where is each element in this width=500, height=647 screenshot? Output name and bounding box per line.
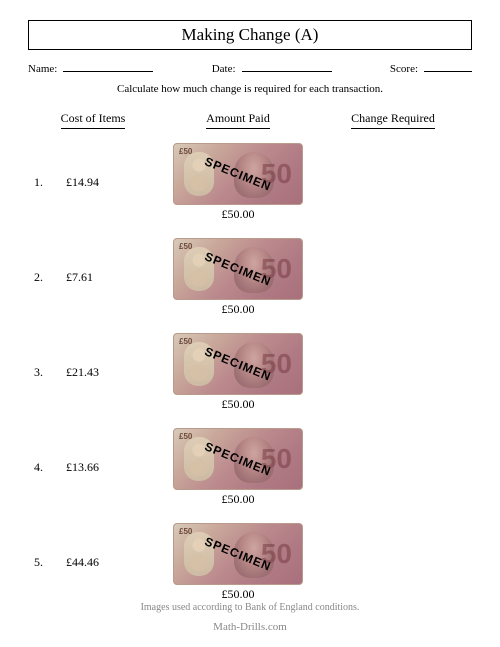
worksheet-row: 2. £7.61 50SPECIMEN £50.00 <box>28 238 472 317</box>
row-number: 3. <box>34 365 48 380</box>
paid-cell: 50SPECIMEN £50.00 <box>158 333 318 412</box>
page-title: Making Change (A) <box>182 25 319 44</box>
paid-value: £50.00 <box>158 492 318 507</box>
row-number: 5. <box>34 555 48 570</box>
cost-value: £13.66 <box>66 460 99 475</box>
cost-cell: 5. £44.46 <box>28 555 158 570</box>
banknote-image: 50SPECIMEN <box>173 143 303 205</box>
footer-conditions: Images used according to Bank of England… <box>0 602 500 613</box>
paid-value: £50.00 <box>158 397 318 412</box>
instruction-text: Calculate how much change is required fo… <box>28 83 472 95</box>
col-head-cost: Cost of Items <box>61 111 126 129</box>
col-head-paid: Amount Paid <box>206 111 270 129</box>
paid-cell: 50SPECIMEN £50.00 <box>158 523 318 602</box>
banknote-image: 50SPECIMEN <box>173 523 303 585</box>
paid-value: £50.00 <box>158 207 318 222</box>
banknote-image: 50SPECIMEN <box>173 428 303 490</box>
cost-cell: 2. £7.61 <box>28 270 158 285</box>
worksheet-row: 4. £13.66 50SPECIMEN £50.00 <box>28 428 472 507</box>
score-label: Score: <box>390 63 418 75</box>
title-box: Making Change (A) <box>28 20 472 50</box>
cost-value: £44.46 <box>66 555 99 570</box>
cost-value: £21.43 <box>66 365 99 380</box>
worksheet-row: 3. £21.43 50SPECIMEN £50.00 <box>28 333 472 412</box>
paid-value: £50.00 <box>158 587 318 602</box>
cost-cell: 3. £21.43 <box>28 365 158 380</box>
col-head-change: Change Required <box>351 111 435 129</box>
paid-cell: 50SPECIMEN £50.00 <box>158 143 318 222</box>
worksheet-row: 1. £14.94 50SPECIMEN £50.00 <box>28 143 472 222</box>
paid-value: £50.00 <box>158 302 318 317</box>
paid-cell: 50SPECIMEN £50.00 <box>158 428 318 507</box>
row-number: 4. <box>34 460 48 475</box>
cost-cell: 1. £14.94 <box>28 175 158 190</box>
cost-cell: 4. £13.66 <box>28 460 158 475</box>
date-blank[interactable] <box>242 60 332 72</box>
cost-value: £7.61 <box>66 270 93 285</box>
date-label: Date: <box>212 63 236 75</box>
column-headers: Cost of Items Amount Paid Change Require… <box>28 109 472 143</box>
score-blank[interactable] <box>424 60 472 72</box>
name-label: Name: <box>28 63 57 75</box>
row-number: 1. <box>34 175 48 190</box>
paid-cell: 50SPECIMEN £50.00 <box>158 238 318 317</box>
banknote-image: 50SPECIMEN <box>173 238 303 300</box>
worksheet-row: 5. £44.46 50SPECIMEN £50.00 <box>28 523 472 602</box>
worksheet-body: 1. £14.94 50SPECIMEN £50.00 2. £7.61 50SPECIME… <box>28 143 472 602</box>
cost-value: £14.94 <box>66 175 99 190</box>
name-blank[interactable] <box>63 60 153 72</box>
footer-site: Math-Drills.com <box>0 621 500 633</box>
row-number: 2. <box>34 270 48 285</box>
banknote-image: 50SPECIMEN <box>173 333 303 395</box>
header-row: Name: Date: Score: <box>28 60 472 75</box>
